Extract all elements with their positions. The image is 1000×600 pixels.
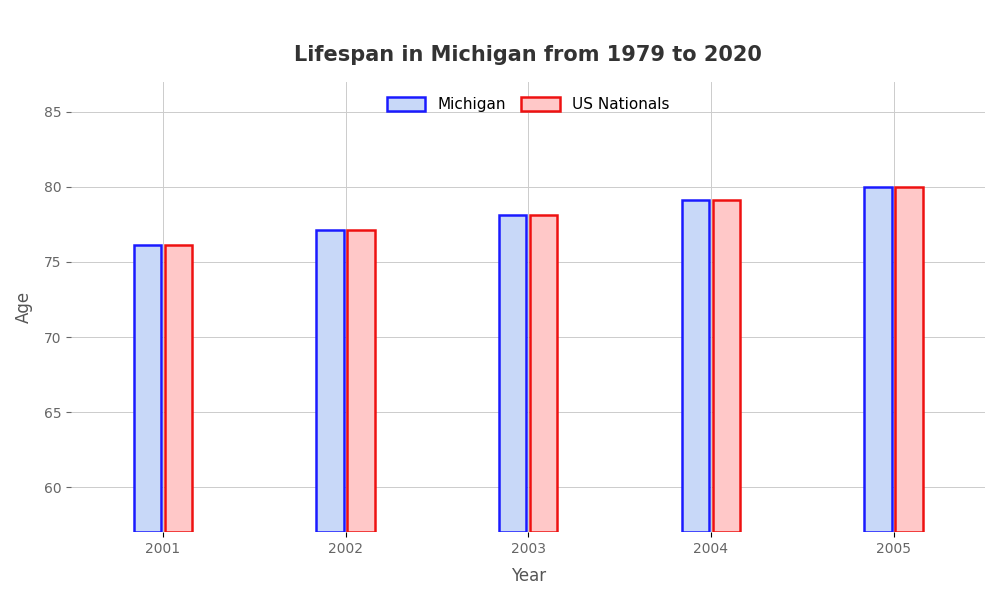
Bar [864,187,892,532]
Bar [165,245,192,532]
Bar [682,200,709,532]
Y-axis label: Age: Age [15,291,33,323]
X-axis label: Year: Year [511,567,546,585]
Bar [713,200,740,532]
Bar [499,215,526,532]
Title: Lifespan in Michigan from 1979 to 2020: Lifespan in Michigan from 1979 to 2020 [294,45,762,65]
Bar [316,230,344,532]
Bar [530,215,557,532]
Legend: Michigan, US Nationals: Michigan, US Nationals [380,89,677,120]
Bar [895,187,923,532]
Bar [134,245,161,532]
Bar [347,230,375,532]
